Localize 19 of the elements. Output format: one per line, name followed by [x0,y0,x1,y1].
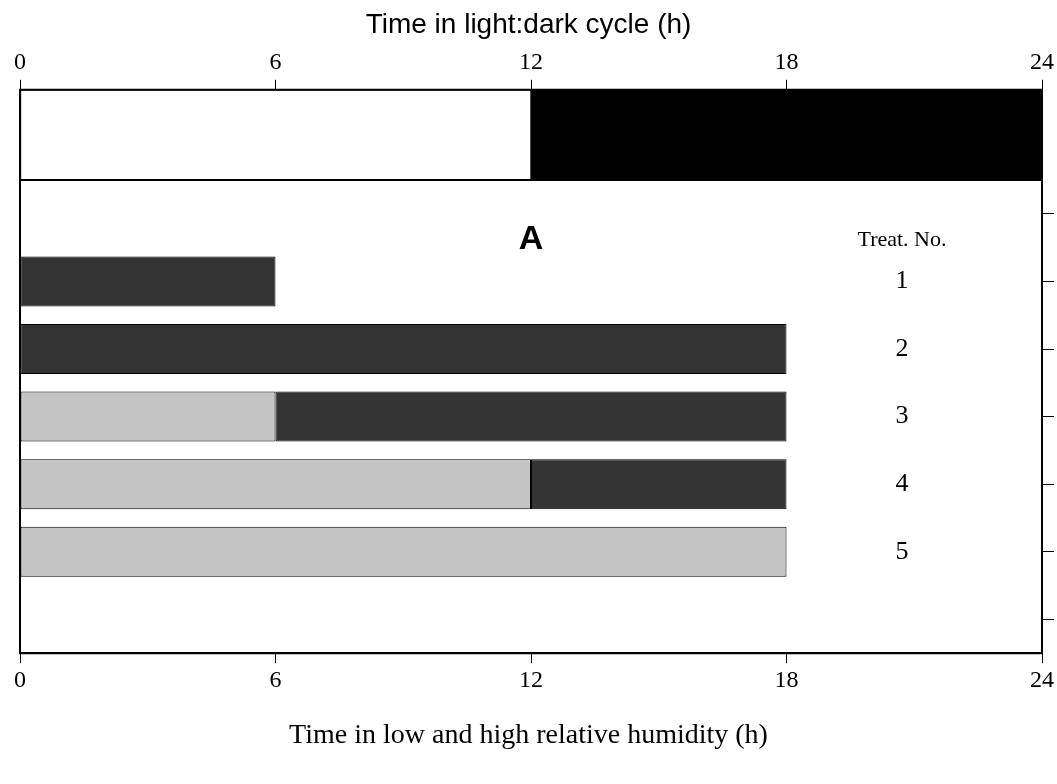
x2-tick-label: 18 [774,47,799,74]
y-tick-label: 3 [895,400,909,430]
x-tick-label: 0 [14,665,26,692]
annotation: A [518,218,544,257]
y-tick-label: 1 [895,265,909,295]
x-tick-label: 12 [519,665,543,692]
x2-tick-label: 6 [269,47,282,74]
y-tick-label: 2 [895,332,909,362]
y-tick-label: 4 [895,468,909,498]
x-tick-label: 24 [1030,665,1054,692]
y-axis-title: Treat. No. [857,225,947,251]
x-tick-label: 6 [269,665,282,692]
x2-tick-label: 24 [1030,47,1054,74]
x-axis-title: Time in low and high relative humidity (h) [288,718,769,750]
x-tick-label: 18 [774,665,799,692]
x2-tick-label: 0 [14,47,26,74]
x2-axis-title: Time in light:dark cycle (h) [364,8,693,40]
y-tick-label: 5 [895,535,909,565]
x2-tick-label: 12 [519,47,543,74]
